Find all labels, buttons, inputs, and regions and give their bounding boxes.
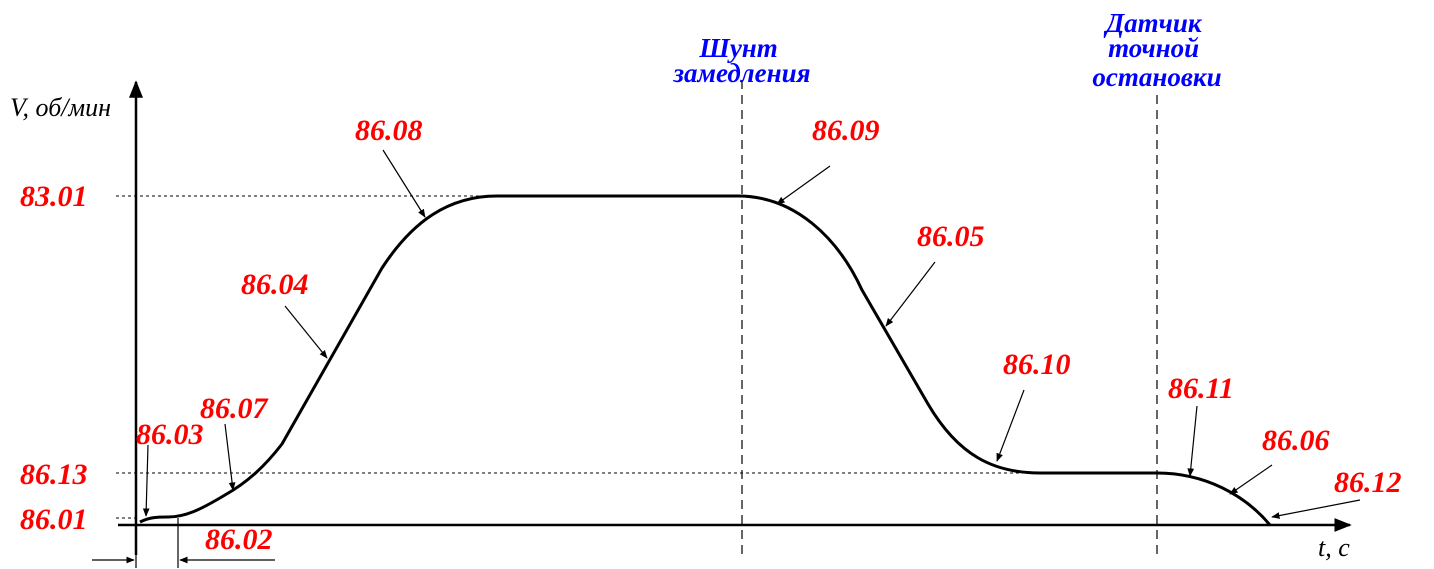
level-label-creep: 86.13 bbox=[20, 458, 88, 491]
speed-curve bbox=[139, 194, 1272, 526]
level-label-top: 83.01 bbox=[20, 180, 88, 213]
param-label-8611: 86.11 bbox=[1168, 372, 1234, 405]
y-axis-label: V, об/мин bbox=[10, 93, 111, 122]
param-label-8606: 86.06 bbox=[1262, 424, 1330, 457]
param-label-8602: 86.02 bbox=[205, 523, 273, 556]
leader-8608 bbox=[382, 149, 426, 218]
param-label-8607: 86.07 bbox=[200, 392, 269, 425]
shunt-label: Шунт замедления bbox=[673, 33, 811, 88]
leader-8606 bbox=[1229, 464, 1273, 495]
leader-8611 bbox=[1187, 405, 1198, 477]
param-label-8609: 86.09 bbox=[812, 114, 880, 147]
param-label-8610: 86.10 bbox=[1003, 348, 1071, 381]
leader-8612 bbox=[1271, 499, 1361, 519]
level-label-start: 86.01 bbox=[20, 503, 88, 536]
sensor-label: Датчик точной остановки bbox=[1092, 8, 1221, 92]
param-label-8605: 86.05 bbox=[917, 220, 985, 253]
leader-8605 bbox=[885, 261, 936, 327]
leader-8604 bbox=[284, 305, 328, 359]
param-label-8612: 86.12 bbox=[1334, 466, 1402, 499]
param-label-8608: 86.08 bbox=[355, 114, 423, 147]
leader-8609 bbox=[776, 165, 831, 205]
x-axis-label: t, с bbox=[1318, 533, 1350, 562]
leader-8603 bbox=[142, 444, 150, 517]
leader-8610 bbox=[996, 389, 1025, 462]
param-label-8604: 86.04 bbox=[241, 268, 309, 301]
leader-8607 bbox=[224, 423, 236, 491]
param-label-8603: 86.03 bbox=[136, 418, 204, 451]
